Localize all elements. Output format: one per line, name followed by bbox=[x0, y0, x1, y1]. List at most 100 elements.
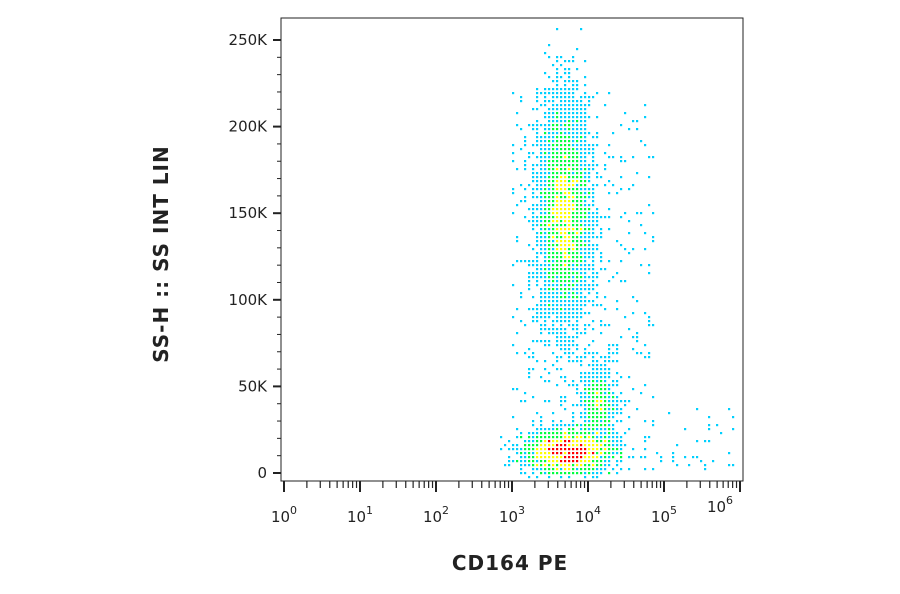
density-dot bbox=[572, 416, 575, 419]
density-dot bbox=[588, 148, 591, 151]
density-dot bbox=[540, 200, 543, 203]
density-dot bbox=[536, 276, 539, 279]
density-dot bbox=[552, 320, 555, 323]
density-dot bbox=[588, 456, 591, 459]
density-dot bbox=[548, 192, 551, 195]
density-dot bbox=[616, 448, 619, 451]
density-dot bbox=[572, 404, 575, 407]
density-dot bbox=[596, 164, 599, 167]
density-dot bbox=[592, 460, 595, 463]
density-dot bbox=[576, 116, 579, 119]
density-dot bbox=[564, 452, 567, 455]
density-dot bbox=[536, 476, 539, 479]
density-dot bbox=[612, 412, 615, 415]
density-dot bbox=[512, 212, 515, 215]
density-dot bbox=[556, 96, 559, 99]
density-dot bbox=[556, 188, 559, 191]
density-dot bbox=[584, 452, 587, 455]
density-dot bbox=[556, 268, 559, 271]
density-dot bbox=[608, 400, 611, 403]
density-dot bbox=[620, 156, 623, 159]
density-dot bbox=[572, 84, 575, 87]
density-dot bbox=[576, 296, 579, 299]
density-dot bbox=[552, 224, 555, 227]
density-dot bbox=[544, 252, 547, 255]
density-dot bbox=[560, 396, 563, 399]
density-dot bbox=[596, 236, 599, 239]
density-dot bbox=[572, 180, 575, 183]
density-dot bbox=[708, 416, 711, 419]
density-dot bbox=[576, 108, 579, 111]
density-dot bbox=[616, 192, 619, 195]
density-dot bbox=[532, 204, 535, 207]
density-dot bbox=[532, 196, 535, 199]
density-dot bbox=[576, 244, 579, 247]
density-dot bbox=[544, 100, 547, 103]
density-dot bbox=[600, 376, 603, 379]
density-dot bbox=[592, 264, 595, 267]
density-dot bbox=[528, 272, 531, 275]
density-dot bbox=[608, 356, 611, 359]
density-dot bbox=[588, 352, 591, 355]
density-dot bbox=[560, 464, 563, 467]
density-dot bbox=[556, 68, 559, 71]
density-dot bbox=[648, 436, 651, 439]
density-dot bbox=[540, 268, 543, 271]
density-dot bbox=[564, 184, 567, 187]
density-dot bbox=[544, 88, 547, 91]
density-dot bbox=[548, 292, 551, 295]
density-dot bbox=[568, 452, 571, 455]
density-dot bbox=[616, 380, 619, 383]
density-dot bbox=[536, 436, 539, 439]
density-dot bbox=[552, 156, 555, 159]
density-dot bbox=[604, 268, 607, 271]
density-dot bbox=[528, 368, 531, 371]
density-dot bbox=[552, 292, 555, 295]
density-dot bbox=[524, 456, 527, 459]
density-dot bbox=[572, 208, 575, 211]
density-dot bbox=[540, 272, 543, 275]
density-dot bbox=[572, 456, 575, 459]
density-dot bbox=[596, 116, 599, 119]
density-dot bbox=[576, 184, 579, 187]
density-dot bbox=[552, 436, 555, 439]
density-dot bbox=[552, 248, 555, 251]
density-dot bbox=[548, 144, 551, 147]
density-dot bbox=[560, 136, 563, 139]
density-dot bbox=[564, 432, 567, 435]
density-dot bbox=[536, 128, 539, 131]
density-dot bbox=[532, 468, 535, 471]
density-dot bbox=[540, 172, 543, 175]
density-dot bbox=[600, 468, 603, 471]
density-dot bbox=[580, 120, 583, 123]
density-dot bbox=[544, 192, 547, 195]
density-dot bbox=[536, 460, 539, 463]
density-dot bbox=[560, 240, 563, 243]
density-dot bbox=[560, 224, 563, 227]
density-dot bbox=[556, 444, 559, 447]
density-dot bbox=[572, 412, 575, 415]
density-dot bbox=[564, 264, 567, 267]
density-dot bbox=[564, 228, 567, 231]
density-dot bbox=[648, 176, 651, 179]
density-dot bbox=[552, 328, 555, 331]
density-dot bbox=[500, 436, 503, 439]
density-dot bbox=[588, 400, 591, 403]
density-dot bbox=[556, 384, 559, 387]
density-dot bbox=[548, 428, 551, 431]
density-dot bbox=[592, 224, 595, 227]
density-dot bbox=[576, 232, 579, 235]
density-dot bbox=[540, 460, 543, 463]
density-dot bbox=[572, 288, 575, 291]
density-dot bbox=[536, 304, 539, 307]
density-dot bbox=[576, 448, 579, 451]
density-dot bbox=[540, 452, 543, 455]
density-dot bbox=[556, 204, 559, 207]
density-dot bbox=[528, 432, 531, 435]
density-dot bbox=[584, 276, 587, 279]
density-dot bbox=[560, 260, 563, 263]
density-dot bbox=[600, 356, 603, 359]
density-dot bbox=[560, 220, 563, 223]
density-dot bbox=[572, 228, 575, 231]
density-dot bbox=[532, 188, 535, 191]
